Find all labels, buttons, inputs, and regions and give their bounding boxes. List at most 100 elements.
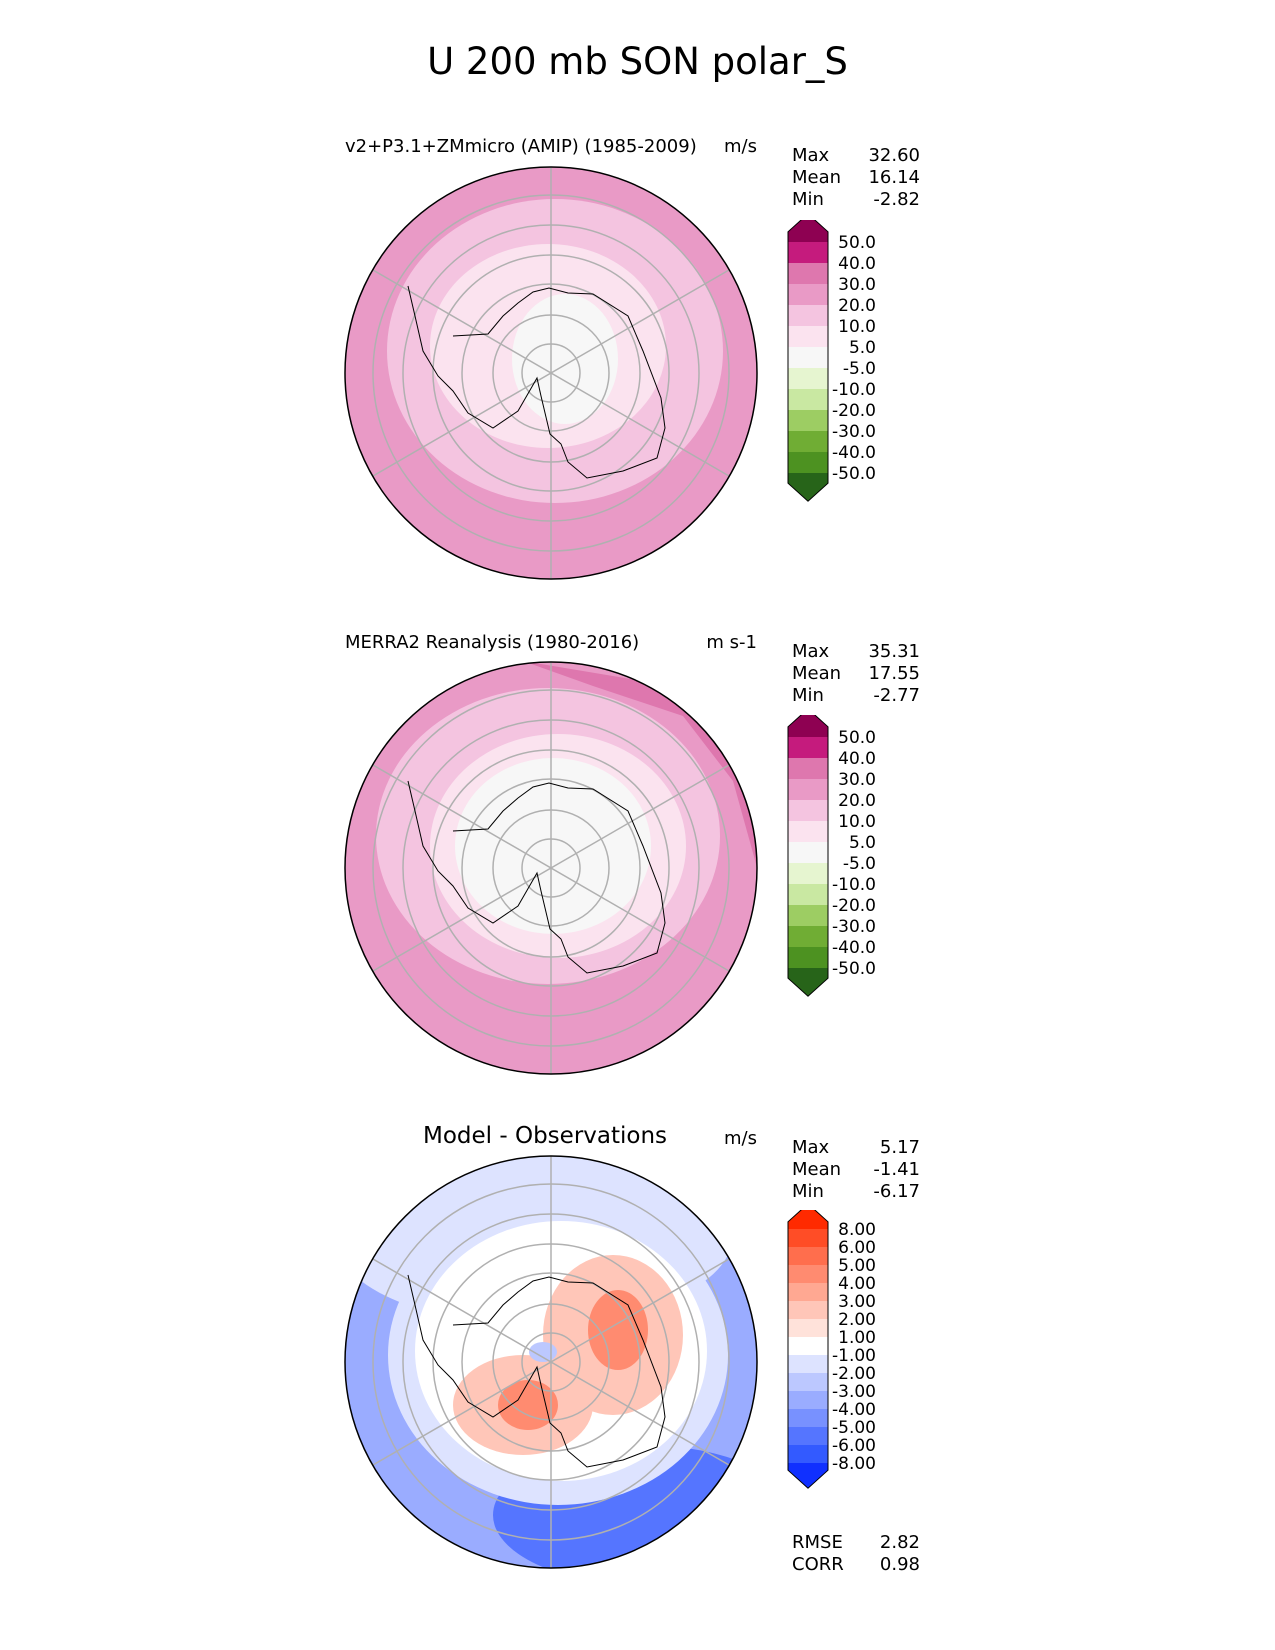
colorbar-tick-label: 50.0 bbox=[838, 728, 876, 748]
colorbar-block bbox=[788, 1463, 828, 1489]
colorbar-tick-label: 30.0 bbox=[838, 275, 876, 295]
colorbar-tick-label: 40.0 bbox=[838, 749, 876, 769]
colorbar-block bbox=[788, 968, 828, 997]
colorbar-tick-label: 20.0 bbox=[838, 296, 876, 316]
stat-min-value: -2.77 bbox=[873, 685, 920, 706]
colorbar-block bbox=[788, 305, 828, 326]
colorbar-block bbox=[788, 1319, 828, 1337]
stat-mean-label: Mean bbox=[792, 1159, 842, 1180]
map-boundary bbox=[344, 166, 758, 580]
stat-mean-label: Mean bbox=[792, 663, 842, 684]
colorbar-blocks bbox=[787, 715, 829, 997]
colorbar-block bbox=[788, 821, 828, 842]
colorbar-tick-label: -2.00 bbox=[832, 1364, 876, 1384]
figure-title: U 200 mb SON polar_S bbox=[427, 40, 848, 83]
stat-min-label: Min bbox=[792, 1181, 824, 1202]
panel-2-colorbar: 50.040.030.020.010.05.0-5.0-10.0-20.0-30… bbox=[787, 715, 876, 997]
colorbar-block bbox=[788, 1301, 828, 1319]
stat-min-value: -2.82 bbox=[873, 189, 920, 210]
colorbar-tick-label: -50.0 bbox=[832, 959, 876, 979]
stat-max-label: Max bbox=[792, 145, 830, 166]
stat-max-label: Max bbox=[792, 1137, 830, 1158]
antarctica-coastline bbox=[407, 780, 666, 974]
colorbar-block bbox=[788, 1247, 828, 1265]
stat-max-value: 35.31 bbox=[868, 641, 920, 662]
stat-mean-value: 17.55 bbox=[868, 663, 920, 684]
colorbar-block bbox=[788, 452, 828, 473]
colorbar-block bbox=[788, 715, 828, 737]
colorbar-block bbox=[788, 800, 828, 821]
colorbar-tick-label: -30.0 bbox=[832, 422, 876, 442]
colorbar-tick-label: -20.0 bbox=[832, 401, 876, 421]
colorbar-outline bbox=[787, 220, 829, 502]
colorbar-block bbox=[788, 263, 828, 284]
colorbar-tick-label: -10.0 bbox=[832, 875, 876, 895]
colorbar-block bbox=[788, 758, 828, 779]
panel-3-colorbar: 8.006.005.004.003.002.001.00-1.00-2.00-3… bbox=[787, 1210, 876, 1489]
stat-max-value: 32.60 bbox=[868, 145, 920, 166]
map-boundary bbox=[344, 1155, 758, 1569]
colorbar-tick-label: -40.0 bbox=[832, 938, 876, 958]
colorbar-block bbox=[788, 473, 828, 502]
corr-label: CORR bbox=[792, 1554, 844, 1575]
panel-1-units: m/s bbox=[724, 136, 757, 157]
colorbar-tick-label: -1.00 bbox=[832, 1346, 876, 1366]
colorbar-block bbox=[788, 1210, 828, 1229]
colorbar-tick-label: 20.0 bbox=[838, 791, 876, 811]
colorbar-tick-label: -6.00 bbox=[832, 1436, 876, 1456]
stat-mean-label: Mean bbox=[792, 167, 842, 188]
colorbar-block bbox=[788, 737, 828, 758]
rmse-label: RMSE bbox=[792, 1532, 843, 1553]
panel-2-stats: Max 35.31 Mean 17.55 Min -2.77 bbox=[792, 641, 920, 707]
stat-mean-value: 16.14 bbox=[868, 167, 920, 188]
panel-2-units: m s-1 bbox=[706, 632, 757, 653]
panel-3-title: Model - Observations bbox=[423, 1123, 668, 1149]
colorbar-tick-label: 6.00 bbox=[838, 1238, 876, 1258]
colorbar-tick-label: 4.00 bbox=[838, 1274, 876, 1294]
colorbar-block bbox=[788, 1409, 828, 1427]
stat-max-value: 5.17 bbox=[879, 1137, 920, 1158]
colorbar-tick-label: 10.0 bbox=[838, 812, 876, 832]
colorbar-blocks bbox=[787, 220, 829, 502]
field-polar-core bbox=[512, 294, 618, 424]
colorbar-tick-label: 30.0 bbox=[838, 770, 876, 790]
colorbar-tick-label: -5.0 bbox=[843, 359, 876, 379]
colorbar-outline bbox=[787, 715, 829, 997]
map-graticule bbox=[372, 662, 730, 1074]
colorbar-block bbox=[788, 1427, 828, 1445]
colorbar-block bbox=[788, 368, 828, 389]
panel-1-polar-map bbox=[344, 166, 758, 580]
colorbar-tick-label: -30.0 bbox=[832, 917, 876, 937]
colorbar-block bbox=[788, 326, 828, 347]
colorbar-block bbox=[788, 1373, 828, 1391]
stat-mean-value: -1.41 bbox=[873, 1159, 920, 1180]
colorbar-block bbox=[788, 347, 828, 368]
colorbar-tick-label: -40.0 bbox=[832, 443, 876, 463]
colorbar-tick-label: -3.00 bbox=[832, 1382, 876, 1402]
colorbar-block bbox=[788, 242, 828, 263]
map-graticule bbox=[372, 167, 730, 579]
colorbar-block bbox=[788, 863, 828, 884]
colorbar-tick-label: 8.00 bbox=[838, 1220, 876, 1240]
colorbar-tick-label: -8.00 bbox=[832, 1454, 876, 1474]
colorbar-tick-label: 5.0 bbox=[849, 338, 876, 358]
colorbar-outline bbox=[787, 1210, 829, 1489]
rmse-value: 2.82 bbox=[879, 1532, 920, 1553]
colorbar-block bbox=[788, 884, 828, 905]
stat-min-label: Min bbox=[792, 189, 824, 210]
colorbar-tick-label: 3.00 bbox=[838, 1292, 876, 1312]
colorbar-tick-label: -20.0 bbox=[832, 896, 876, 916]
colorbar-tick-label: -5.00 bbox=[832, 1418, 876, 1438]
colorbar-tick-label: 50.0 bbox=[838, 233, 876, 253]
colorbar-block bbox=[788, 1355, 828, 1373]
panel-1-title: v2+P3.1+ZMmicro (AMIP) (1985-2009) bbox=[345, 136, 697, 157]
stat-min-value: -6.17 bbox=[873, 1181, 920, 1202]
colorbar-tick-label: 1.00 bbox=[838, 1328, 876, 1348]
diff-max-right bbox=[588, 1290, 648, 1370]
colorbar-tick-label: -5.0 bbox=[843, 854, 876, 874]
antarctica-coastline bbox=[407, 285, 666, 479]
colorbar-tick-label: -50.0 bbox=[832, 464, 876, 484]
colorbar-block bbox=[788, 1283, 828, 1301]
colorbar-tick-label: -4.00 bbox=[832, 1400, 876, 1420]
colorbar-block bbox=[788, 389, 828, 410]
